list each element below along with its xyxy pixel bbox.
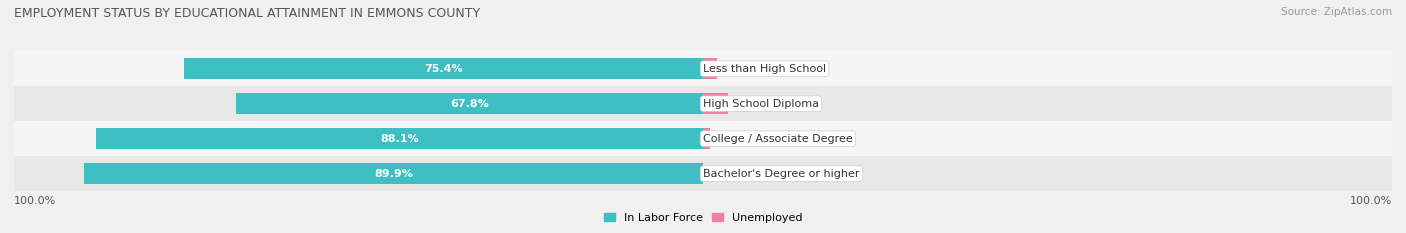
Bar bbox=[14, 86, 703, 121]
Text: 100.0%: 100.0% bbox=[1350, 196, 1392, 206]
Bar bbox=[14, 121, 703, 156]
Bar bbox=[703, 51, 1392, 86]
Bar bbox=[83, 163, 703, 184]
Bar bbox=[236, 93, 703, 114]
Bar bbox=[703, 93, 728, 114]
Bar bbox=[703, 128, 710, 149]
Bar bbox=[703, 156, 1392, 191]
Text: 67.8%: 67.8% bbox=[450, 99, 489, 109]
Text: Less than High School: Less than High School bbox=[703, 64, 827, 74]
Text: 89.9%: 89.9% bbox=[374, 169, 413, 178]
Text: Source: ZipAtlas.com: Source: ZipAtlas.com bbox=[1281, 7, 1392, 17]
Bar bbox=[14, 51, 703, 86]
Bar bbox=[14, 156, 703, 191]
Legend: In Labor Force, Unemployed: In Labor Force, Unemployed bbox=[599, 209, 807, 227]
Text: 2.0%: 2.0% bbox=[727, 64, 755, 74]
Text: 88.1%: 88.1% bbox=[380, 134, 419, 144]
Text: College / Associate Degree: College / Associate Degree bbox=[703, 134, 853, 144]
Text: 100.0%: 100.0% bbox=[14, 196, 56, 206]
Bar bbox=[703, 58, 717, 79]
Text: 3.7%: 3.7% bbox=[738, 99, 768, 109]
Text: Bachelor's Degree or higher: Bachelor's Degree or higher bbox=[703, 169, 859, 178]
Text: 75.4%: 75.4% bbox=[425, 64, 463, 74]
Bar bbox=[703, 121, 1392, 156]
Text: 0.0%: 0.0% bbox=[713, 169, 741, 178]
Text: High School Diploma: High School Diploma bbox=[703, 99, 820, 109]
Bar bbox=[96, 128, 703, 149]
Bar bbox=[703, 86, 1392, 121]
Text: 1.0%: 1.0% bbox=[720, 134, 748, 144]
Bar bbox=[184, 58, 703, 79]
Text: EMPLOYMENT STATUS BY EDUCATIONAL ATTAINMENT IN EMMONS COUNTY: EMPLOYMENT STATUS BY EDUCATIONAL ATTAINM… bbox=[14, 7, 481, 20]
